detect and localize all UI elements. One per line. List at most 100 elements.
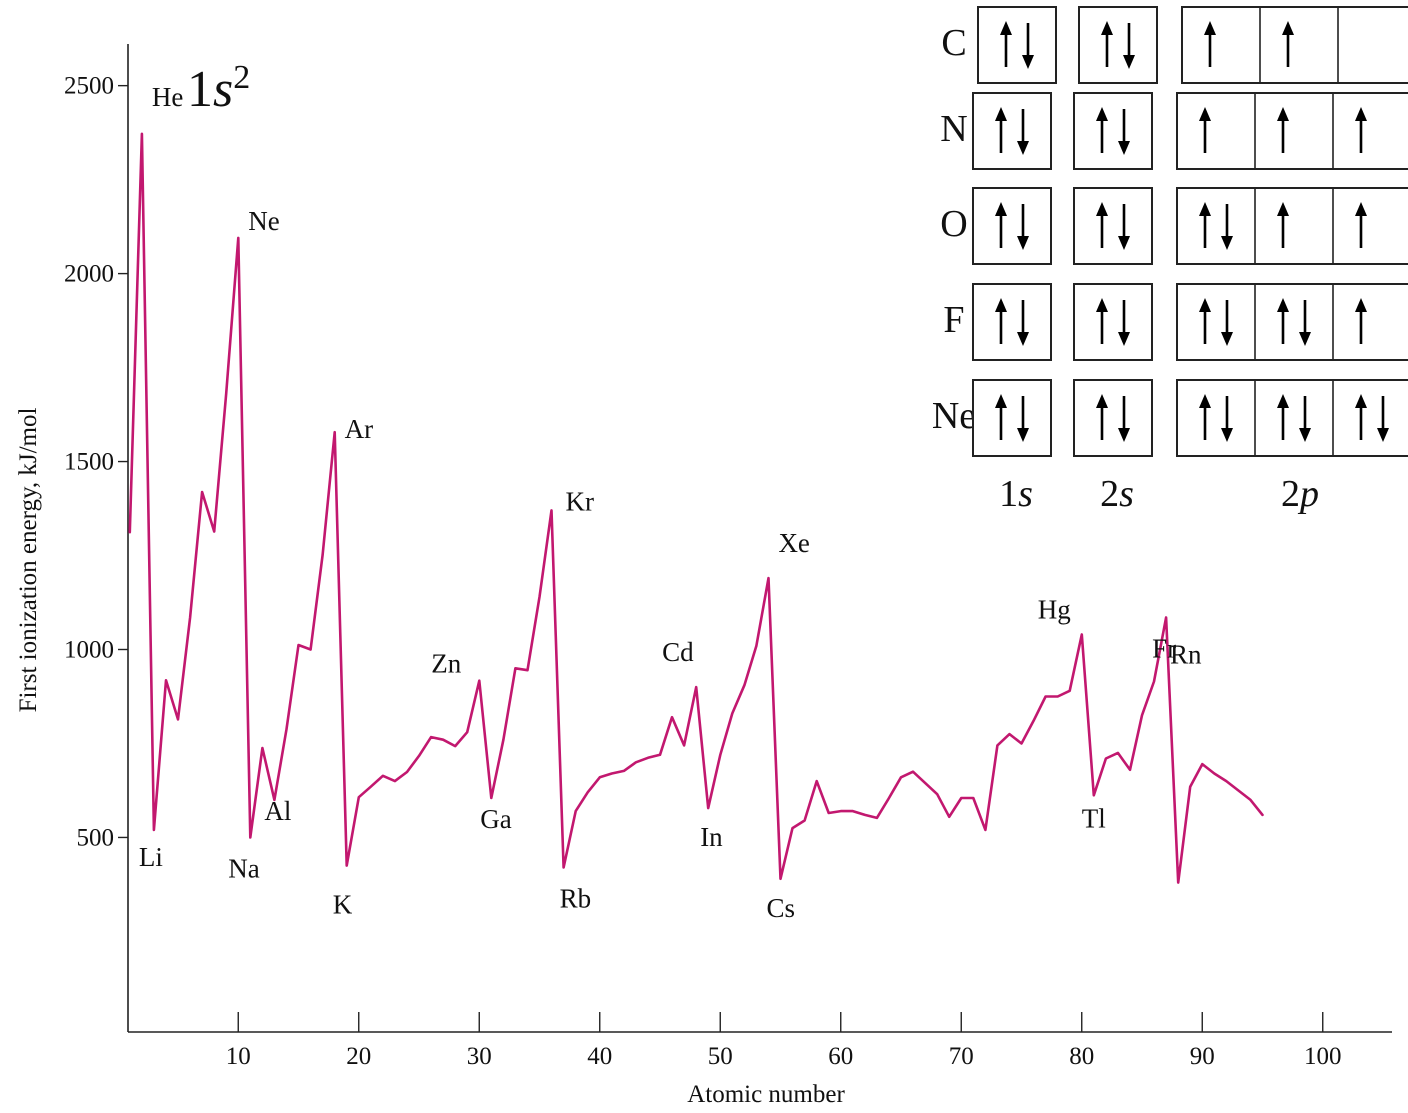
- element-label-in: In: [700, 822, 723, 852]
- spin-down-arrowhead: [1221, 332, 1233, 346]
- orbital-column-letter: s: [1018, 473, 1033, 515]
- orbital-cell: [1282, 21, 1294, 67]
- orbital-row-label: F: [943, 299, 964, 341]
- annotation-base: 1: [187, 61, 213, 118]
- spin-up-arrowhead: [1282, 21, 1294, 35]
- x-tick-label: 30: [467, 1043, 492, 1070]
- orbital-cell: [1199, 298, 1233, 346]
- spin-up-arrowhead: [1277, 202, 1289, 216]
- orbital-cell: [1101, 21, 1135, 69]
- element-label-na: Na: [228, 853, 259, 883]
- element-label-ne: Ne: [248, 206, 279, 236]
- spin-up-arrowhead: [1277, 107, 1289, 121]
- element-label-rn: Rn: [1170, 639, 1202, 669]
- spin-up-arrowhead: [1199, 298, 1211, 312]
- spin-up-arrowhead: [1000, 21, 1012, 35]
- spin-down-arrowhead: [1017, 141, 1029, 155]
- orbital-cell: [1277, 394, 1311, 442]
- orbital-box: [1073, 379, 1153, 457]
- orbital-box: [972, 379, 1052, 457]
- orbital-row-label: N: [940, 108, 967, 150]
- orbital-box: [972, 92, 1052, 170]
- x-tick-label: 60: [828, 1043, 853, 1070]
- orbital-row-o: O: [940, 187, 1408, 265]
- orbital-cell: [1355, 107, 1367, 153]
- orbital-cell: [1096, 107, 1130, 155]
- spin-down-arrowhead: [1118, 141, 1130, 155]
- spin-down-arrowhead: [1118, 428, 1130, 442]
- element-label-ar: Ar: [345, 414, 374, 444]
- orbital-cell: [1199, 394, 1233, 442]
- orbital-row-label: C: [941, 22, 966, 64]
- element-label-li: Li: [139, 842, 163, 872]
- orbital-diagram: C N O F Ne 1s 2 s 2p: [932, 6, 1408, 515]
- orbital-cell: [995, 107, 1029, 155]
- orbital-cell: [1277, 202, 1289, 248]
- y-tick-label: 1000: [64, 637, 114, 664]
- orbital-box: [1176, 379, 1408, 457]
- spin-up-arrowhead: [1199, 107, 1211, 121]
- orbital-cell: [1355, 298, 1367, 344]
- spin-up-arrowhead: [1096, 298, 1108, 312]
- spin-up-arrowhead: [1199, 202, 1211, 216]
- spin-up-arrowhead: [1277, 298, 1289, 312]
- orbital-cell: [1096, 202, 1130, 250]
- orbital-row-f: F: [943, 283, 1408, 361]
- orbital-column-label: 1s: [999, 473, 1033, 515]
- spin-down-arrowhead: [1118, 332, 1130, 346]
- element-label-zn: Zn: [431, 649, 461, 679]
- orbital-row-n: N: [940, 92, 1408, 170]
- ionization-energy-line: [128, 132, 1264, 884]
- orbital-box: [1176, 283, 1408, 361]
- x-tick-label: 90: [1190, 1043, 1215, 1070]
- spin-down-arrowhead: [1118, 236, 1130, 250]
- spin-up-arrowhead: [1101, 21, 1113, 35]
- series-layer: [128, 132, 1264, 884]
- spin-up-arrowhead: [1355, 107, 1367, 121]
- element-label-fr: Fr: [1152, 634, 1176, 664]
- x-tick-label: 20: [346, 1043, 371, 1070]
- annotation-superscript: 2: [233, 59, 250, 96]
- spin-down-arrowhead: [1017, 428, 1029, 442]
- y-ticks: 500 1000 1500 2000 2500: [64, 73, 128, 851]
- x-tick-label: 80: [1069, 1043, 1094, 1070]
- spin-down-arrowhead: [1123, 55, 1135, 69]
- spin-down-arrowhead: [1022, 55, 1034, 69]
- orbital-row-label: Ne: [932, 395, 976, 437]
- spin-up-arrowhead: [1355, 394, 1367, 408]
- spin-down-arrowhead: [1017, 332, 1029, 346]
- element-label-tl: Tl: [1082, 803, 1106, 833]
- spin-up-arrowhead: [1096, 202, 1108, 216]
- y-tick-label: 1500: [64, 449, 114, 476]
- element-label-cd: Cd: [662, 637, 694, 667]
- orbital-box: [972, 187, 1052, 265]
- orbital-cell: [995, 202, 1029, 250]
- orbital-cell: [1277, 107, 1289, 153]
- orbital-cell: [1355, 394, 1389, 442]
- y-tick-label: 2500: [64, 73, 114, 100]
- spin-up-arrowhead: [1199, 394, 1211, 408]
- orbital-column-number: 2: [1281, 473, 1300, 515]
- orbital-column-label: 2p: [1281, 473, 1319, 515]
- orbital-box: [1073, 187, 1153, 265]
- orbital-cell: [1199, 107, 1211, 153]
- x-tick-label: 100: [1304, 1043, 1342, 1070]
- spin-down-arrowhead: [1221, 236, 1233, 250]
- orbital-cell: [1277, 298, 1311, 346]
- spin-up-arrowhead: [1355, 202, 1367, 216]
- orbital-cell: [1096, 394, 1130, 442]
- annotation-1s2: 1s2: [187, 59, 250, 119]
- spin-up-arrowhead: [995, 202, 1007, 216]
- orbital-box: [977, 6, 1057, 84]
- annotation-italic: s: [213, 61, 233, 118]
- orbital-row-label: O: [940, 203, 967, 245]
- element-label-cs: Cs: [767, 893, 796, 923]
- orbital-cell: [1096, 298, 1130, 346]
- spin-up-arrowhead: [995, 298, 1007, 312]
- spin-up-arrowhead: [1204, 21, 1216, 35]
- spin-up-arrowhead: [1096, 394, 1108, 408]
- spin-down-arrowhead: [1299, 332, 1311, 346]
- spin-down-arrowhead: [1299, 428, 1311, 442]
- x-tick-label: 50: [708, 1043, 733, 1070]
